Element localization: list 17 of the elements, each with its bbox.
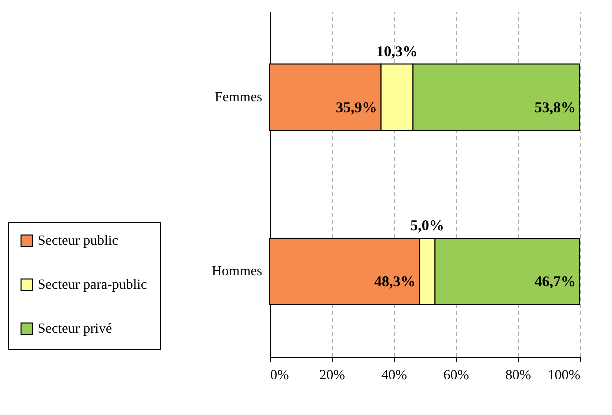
x-tick-label: 0%	[270, 368, 290, 384]
data-label: 5,0%	[410, 218, 444, 235]
x-tick-label: 100%	[548, 368, 581, 384]
legend-label: Secteur public	[38, 234, 118, 249]
data-label: 53,8%	[534, 100, 576, 116]
data-label: 35,9%	[336, 100, 378, 116]
data-label: 10,3%	[376, 44, 418, 60]
x-tick-label: 20%	[320, 368, 346, 384]
x-tick-label: 40%	[382, 368, 408, 384]
x-tick-label: 80%	[506, 368, 532, 384]
legend-label: Secteur para-public	[38, 278, 148, 293]
y-tick-label: Femmes	[215, 90, 262, 106]
legend-label: Secteur privé	[38, 322, 112, 337]
data-label: 48,3%	[374, 274, 416, 291]
y-tick-label: Hommes	[212, 264, 262, 280]
data-label: 46,7%	[534, 274, 576, 291]
x-tick-label: 60%	[444, 368, 470, 384]
